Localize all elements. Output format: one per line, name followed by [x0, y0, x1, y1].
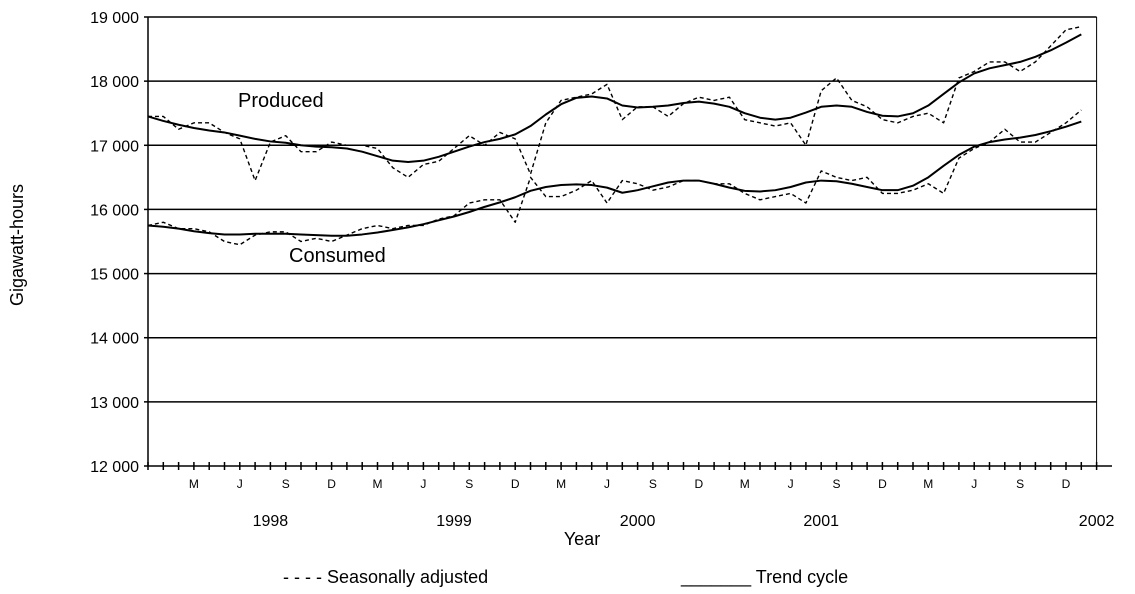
- x-tick-label: J: [420, 477, 426, 491]
- x-tick-label: S: [1016, 477, 1024, 491]
- gridlines: [148, 16, 1098, 466]
- axes: [147, 17, 1112, 467]
- x-tick-label: D: [511, 477, 520, 491]
- y-axis-label: Gigawatt-hours: [7, 184, 27, 306]
- legend-trend-cycle: _______ Trend cycle: [680, 567, 848, 588]
- x-tick-label: S: [465, 477, 473, 491]
- year-label: 1999: [436, 513, 472, 530]
- year-label: 1998: [253, 513, 289, 530]
- x-tick-label: J: [237, 477, 243, 491]
- y-tick-label: 18 000: [90, 74, 139, 91]
- x-tick-label: M: [189, 477, 199, 491]
- y-tick-labels: 12 000 13 000 14 000 15 000 16 000 17 000 18 0…: [90, 10, 148, 476]
- y-tick-label: 16 000: [90, 202, 139, 219]
- x-tick-label: M: [740, 477, 750, 491]
- year-label: 2001: [803, 513, 839, 530]
- y-tick-label: 15 000: [90, 267, 139, 284]
- x-tick-label: M: [923, 477, 933, 491]
- x-tick-label: J: [604, 477, 610, 491]
- x-tick-label: M: [373, 477, 383, 491]
- series-line-produced-trend-cycle: [147, 33, 1082, 163]
- y-tick-label: 17 000: [90, 138, 139, 155]
- x-tick-label: S: [832, 477, 840, 491]
- y-tick-label: 14 000: [90, 331, 139, 348]
- x-tick-label: J: [788, 477, 794, 491]
- x-axis-label: Year: [564, 529, 600, 549]
- x-tick-label: J: [971, 477, 977, 491]
- x-tick-label: D: [694, 477, 703, 491]
- year-labels: 1998 1999 2000 2001 2002: [253, 513, 1115, 530]
- y-tick-label: 12 000: [90, 459, 139, 476]
- series-line-consumed-seasonally-adjusted: [147, 109, 1082, 246]
- y-tick-label: 13 000: [90, 395, 139, 412]
- x-tick-label: D: [327, 477, 336, 491]
- annotation-consumed: Consumed: [289, 245, 386, 267]
- year-label: 2000: [620, 513, 656, 530]
- x-tick-label: S: [649, 477, 657, 491]
- year-label: 2002: [1079, 513, 1115, 530]
- x-tick-label: S: [282, 477, 290, 491]
- annotation-produced: Produced: [238, 90, 324, 112]
- legend-seasonally-adjusted: - - - - Seasonally adjusted: [283, 567, 488, 587]
- x-tick-label: D: [1062, 477, 1071, 491]
- x-tick-label: D: [878, 477, 887, 491]
- y-tick-label: 19 000: [90, 10, 139, 27]
- x-tick-label: M: [556, 477, 566, 491]
- series-line-consumed-trend-cycle: [147, 120, 1082, 237]
- series-lines: [147, 25, 1082, 246]
